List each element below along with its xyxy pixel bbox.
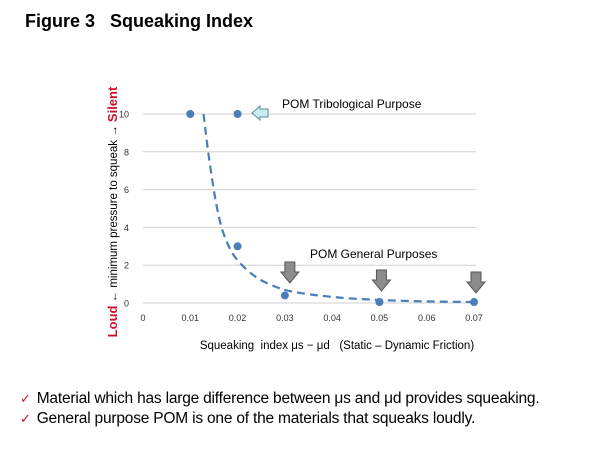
x-tick-label: 0.05 bbox=[371, 313, 389, 323]
gridlines bbox=[143, 113, 476, 304]
data-point bbox=[280, 291, 289, 300]
y-label-silent: Silent bbox=[105, 86, 120, 122]
y-tick-label: 2 bbox=[124, 261, 129, 271]
bullet-text: General purpose POM is one of the materi… bbox=[36, 410, 476, 427]
data-point bbox=[233, 242, 242, 251]
x-tick-labels: 0 0.01 0.02 0.03 0.04 0.05 0.06 0.07 bbox=[140, 313, 482, 323]
x-axis-label: Squeaking index μs − μd (Static – Dynami… bbox=[200, 340, 475, 352]
y-tick-label: 6 bbox=[124, 185, 129, 195]
x-tick-label: 0.02 bbox=[229, 313, 247, 323]
trendline bbox=[202, 113, 475, 304]
x-tick-label: 0.03 bbox=[276, 313, 294, 323]
y-tick-label: 8 bbox=[124, 147, 129, 157]
figure-title: Figure 3 Squeaking Index bbox=[25, 11, 254, 31]
x-tick-label: 0.07 bbox=[465, 313, 483, 323]
y-label-middle: ← minimum pressure to squeak → bbox=[108, 125, 120, 302]
bullet-list: ✓ Material which has large difference bet… bbox=[20, 389, 540, 429]
down-arrow-icon bbox=[279, 261, 300, 284]
x-tick-label: 0.06 bbox=[418, 313, 436, 323]
x-tick-label: 0.01 bbox=[182, 313, 200, 323]
data-points bbox=[186, 110, 478, 307]
annotation-tribological: POM Tribological Purpose bbox=[282, 97, 422, 111]
checkmark-icon: ✓ bbox=[20, 411, 31, 426]
checkmark-icon: ✓ bbox=[20, 391, 31, 406]
bullet-item: ✓ Material which has large difference bet… bbox=[20, 389, 540, 409]
down-arrows bbox=[279, 261, 487, 294]
y-tick-label: 10 bbox=[119, 110, 129, 120]
left-arrow-icon bbox=[251, 104, 269, 122]
y-label-loud: Loud bbox=[105, 305, 120, 337]
data-point bbox=[470, 298, 478, 307]
data-point bbox=[186, 110, 195, 118]
y-tick-label: 4 bbox=[124, 223, 129, 233]
bullet-item: ✓ General purpose POM is one of the mater… bbox=[20, 409, 539, 429]
down-arrow-icon bbox=[465, 271, 487, 294]
x-tick-label: 0 bbox=[140, 313, 145, 323]
down-arrow-icon bbox=[371, 269, 392, 292]
bullet-text: Material which has large difference betw… bbox=[36, 390, 540, 407]
data-point bbox=[375, 298, 384, 307]
x-tick-label: 0.04 bbox=[323, 313, 341, 323]
annotation-general: POM General Purposes bbox=[310, 247, 437, 261]
y-axis-label: Loud ← minimum pressure to squeak → Sile… bbox=[105, 86, 120, 337]
data-point bbox=[233, 110, 242, 118]
y-tick-label: 0 bbox=[124, 299, 129, 309]
y-tick-labels: 0 2 4 6 8 10 bbox=[119, 110, 129, 309]
